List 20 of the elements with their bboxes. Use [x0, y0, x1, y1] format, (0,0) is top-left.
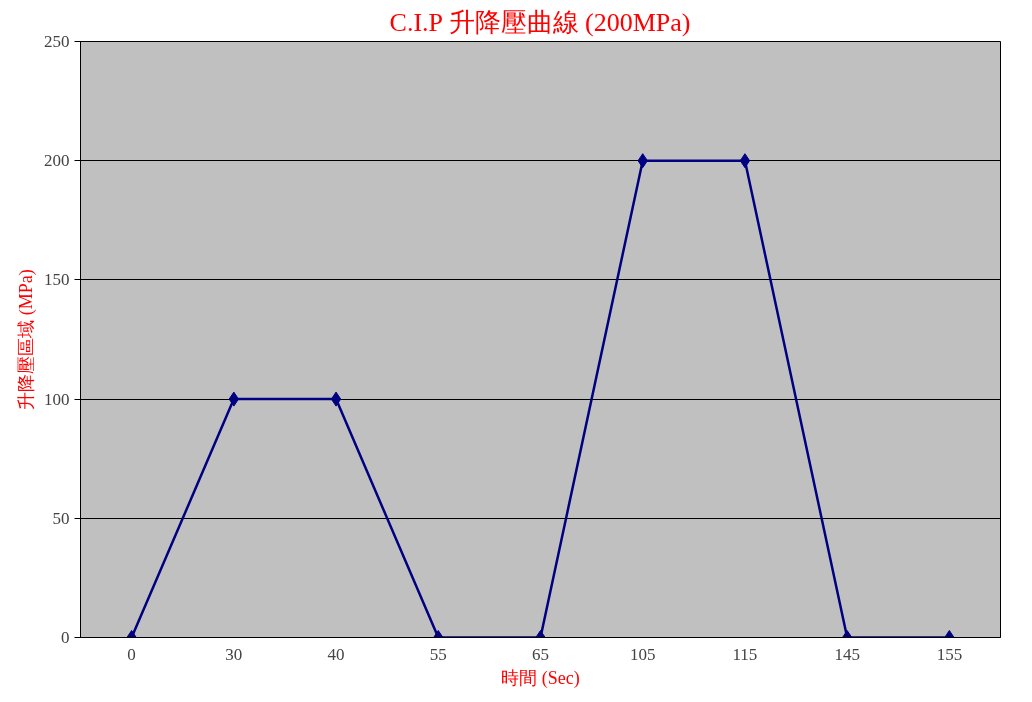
y-tick-label: 50 — [52, 508, 70, 528]
x-tick-label: 30 — [225, 644, 243, 664]
y-tick-label: 150 — [44, 270, 70, 290]
y-axis-title: 升降壓區域 (MPa) — [16, 269, 37, 410]
x-tick-label: 115 — [732, 644, 758, 664]
y-tick-label: 0 — [61, 628, 70, 647]
y-tick-label: 200 — [44, 151, 70, 171]
x-tick-label: 155 — [936, 644, 963, 664]
x-tick-label: 105 — [629, 644, 656, 664]
chart-title: C.I.P 升降壓曲線 (200MPa) — [389, 7, 691, 37]
x-axis-title: 時間 (Sec) — [501, 667, 580, 689]
y-tick-label: 250 — [44, 32, 70, 51]
x-tick-label: 55 — [429, 644, 447, 664]
x-tick-label: 145 — [834, 644, 860, 664]
y-tick-label: 100 — [44, 389, 70, 409]
x-tick-label: 40 — [327, 644, 345, 664]
x-tick-label: 0 — [127, 644, 136, 664]
point — [739, 153, 751, 169]
point — [330, 391, 342, 407]
x-tick-label: 65 — [532, 644, 549, 664]
